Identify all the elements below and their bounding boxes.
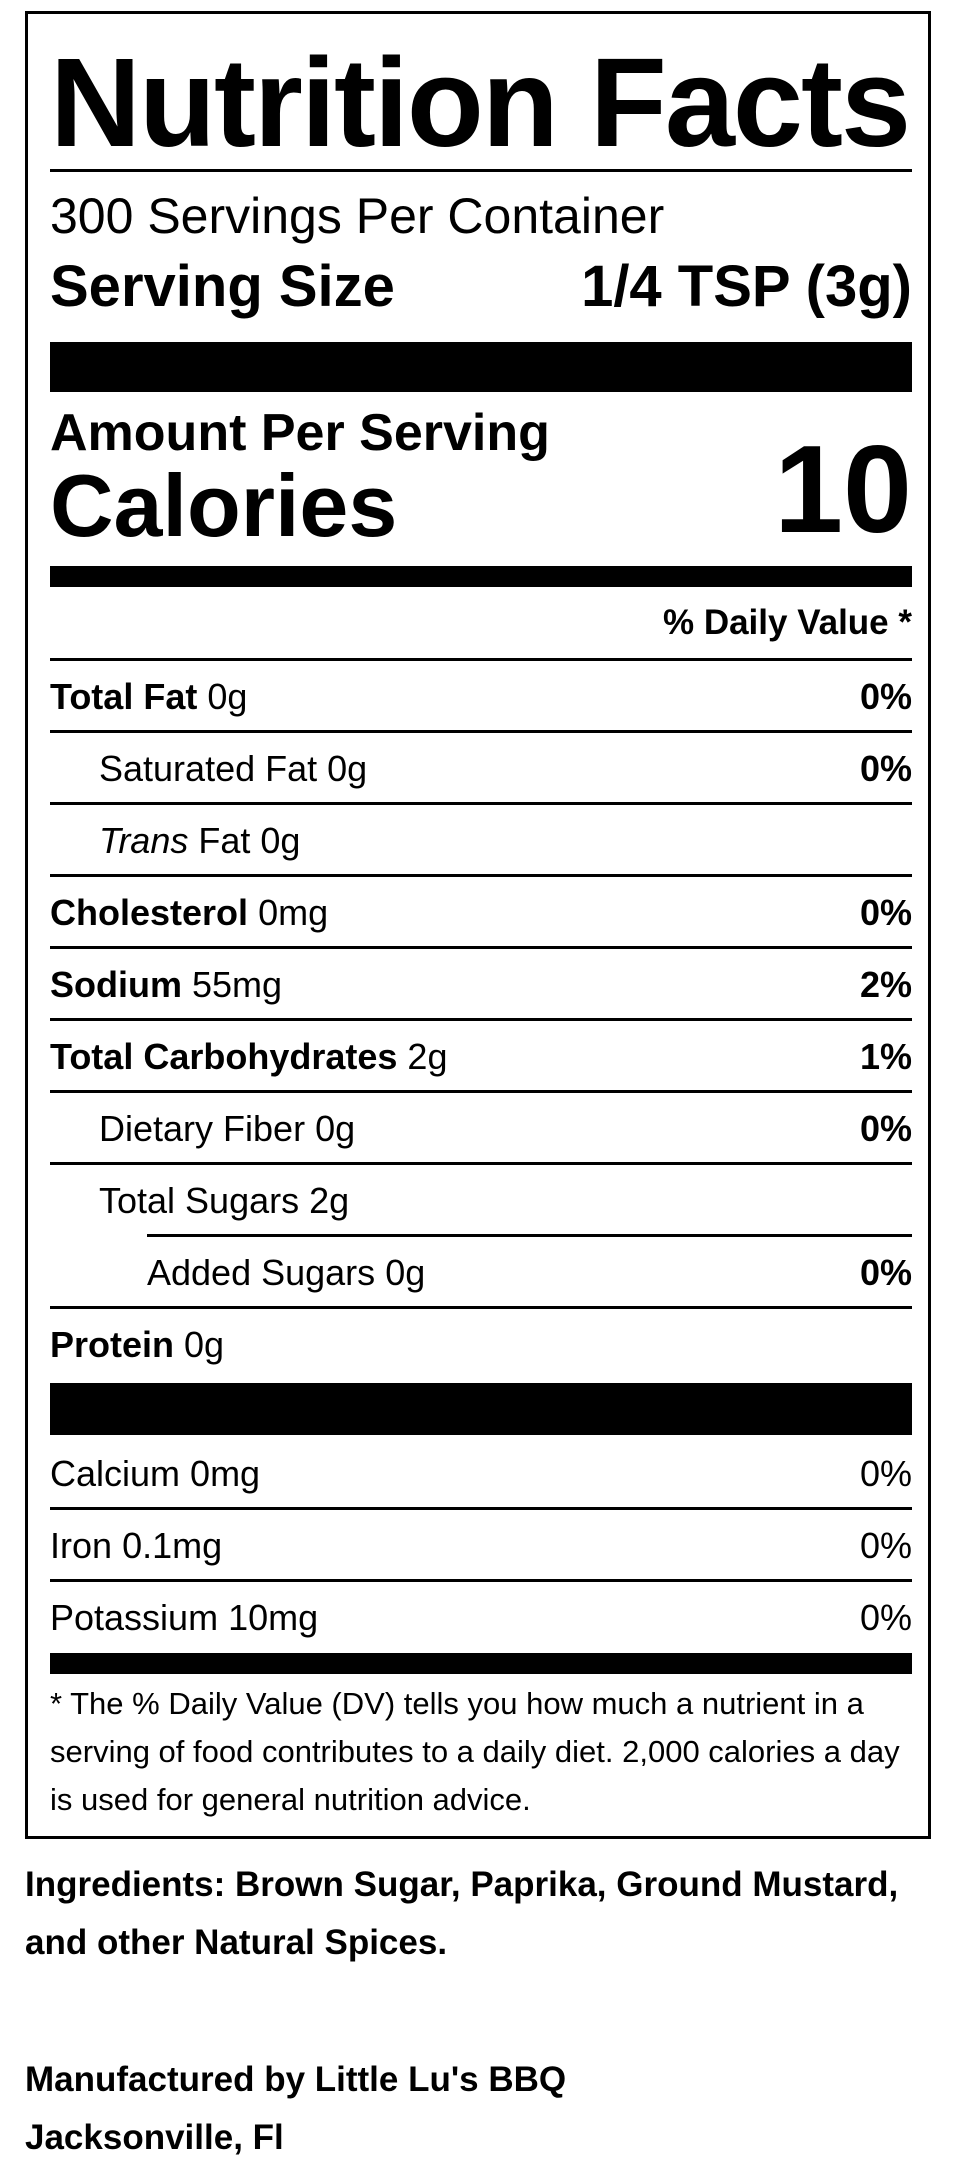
nutrient-name: Protein 0g [50,1324,225,1365]
nutrient-row-trans-fat: Trans Fat 0g [99,807,912,875]
nutrient-name: Saturated Fat 0g [99,748,368,789]
thick-divider [50,1383,912,1435]
ingredients-text: Ingredients: Brown Sugar, Paprika, Groun… [25,1865,899,1962]
divider [50,169,912,172]
nutrient-row-cholesterol: Cholesterol 0mg 0% [50,879,912,947]
medium-divider [50,1653,912,1674]
daily-value-footnote: * The % Daily Value (DV) tells you how m… [50,1686,900,1817]
divider [50,1090,912,1093]
nutrient-row-sodium: Sodium 55mg 2% [50,951,912,1019]
nutrient-row-total-carbohydrates: Total Carbohydrates 2g 1% [50,1023,912,1091]
thick-divider [50,342,912,392]
divider [50,946,912,949]
medium-divider [50,566,912,587]
nutrient-name: Dietary Fiber 0g [99,1108,356,1149]
divider [50,1507,912,1510]
nutrient-dv: 2% [859,964,912,1005]
serving-size-row: Serving Size 1/4 TSP (3g) [50,256,912,318]
nutrient-row-protein: Protein 0g [50,1311,912,1379]
nutrient-dv: 0% [859,676,912,717]
divider [50,1018,912,1021]
nutrition-facts-panel [25,11,931,1839]
divider [50,1162,912,1165]
nutrient-row-added-sugars: Added Sugars 0g 0% [147,1239,912,1307]
divider [50,802,912,805]
nutrient-name: Trans Fat 0g [99,820,301,861]
manufacturer-name: Manufactured by Little Lu's BBQ [25,2060,567,2099]
manufacturer-location: Jacksonville, Fl [25,2118,284,2157]
nutrient-name: Sodium 55mg [50,964,283,1005]
nutrient-name: Total Sugars 2g [99,1180,350,1221]
nutrient-row-saturated-fat: Saturated Fat 0g 0% [99,735,912,803]
daily-value-header: % Daily Value * [662,603,912,642]
nutrient-row-dietary-fiber: Dietary Fiber 0g 0% [99,1095,912,1163]
nutrient-dv: 1% [859,1036,912,1077]
divider [50,730,912,733]
divider [50,1579,912,1582]
serving-size-label: Serving Size [50,254,395,319]
vitamin-dv: 0% [859,1525,912,1566]
vitamin-row-potassium: Potassium 10mg 0% [50,1584,912,1652]
nutrient-name: Total Fat 0g [50,676,248,717]
divider [147,1234,912,1237]
nutrient-name: Cholesterol 0mg [50,892,329,933]
nutrient-dv: 0% [859,1108,912,1149]
divider [50,874,912,877]
divider [50,658,912,661]
divider [50,1306,912,1309]
vitamin-dv: 0% [859,1597,912,1638]
vitamin-name: Calcium 0mg [50,1453,261,1494]
nutrient-dv: 0% [859,748,912,789]
vitamin-name: Potassium 10mg [50,1597,319,1638]
servings-per-container: 300 Servings Per Container [50,188,665,244]
vitamin-name: Iron 0.1mg [50,1525,223,1566]
amount-per-serving: Amount Per Serving [50,404,550,462]
calories-label: Calories [50,456,398,555]
vitamin-row-calcium: Calcium 0mg 0% [50,1440,912,1508]
nutrient-dv: 0% [859,892,912,933]
label-title: Nutrition Facts [50,32,911,173]
serving-size-value: 1/4 TSP (3g) [581,254,912,319]
nutrient-name: Added Sugars 0g [147,1252,426,1293]
nutrient-dv: 0% [859,1252,912,1293]
nutrient-row-total-sugars: Total Sugars 2g [99,1167,912,1235]
nutrient-row-total-fat: Total Fat 0g 0% [50,663,912,731]
calories-value: 10 [774,421,912,559]
nutrient-name: Total Carbohydrates 2g [50,1036,448,1077]
vitamin-dv: 0% [859,1453,912,1494]
vitamin-row-iron: Iron 0.1mg 0% [50,1512,912,1580]
